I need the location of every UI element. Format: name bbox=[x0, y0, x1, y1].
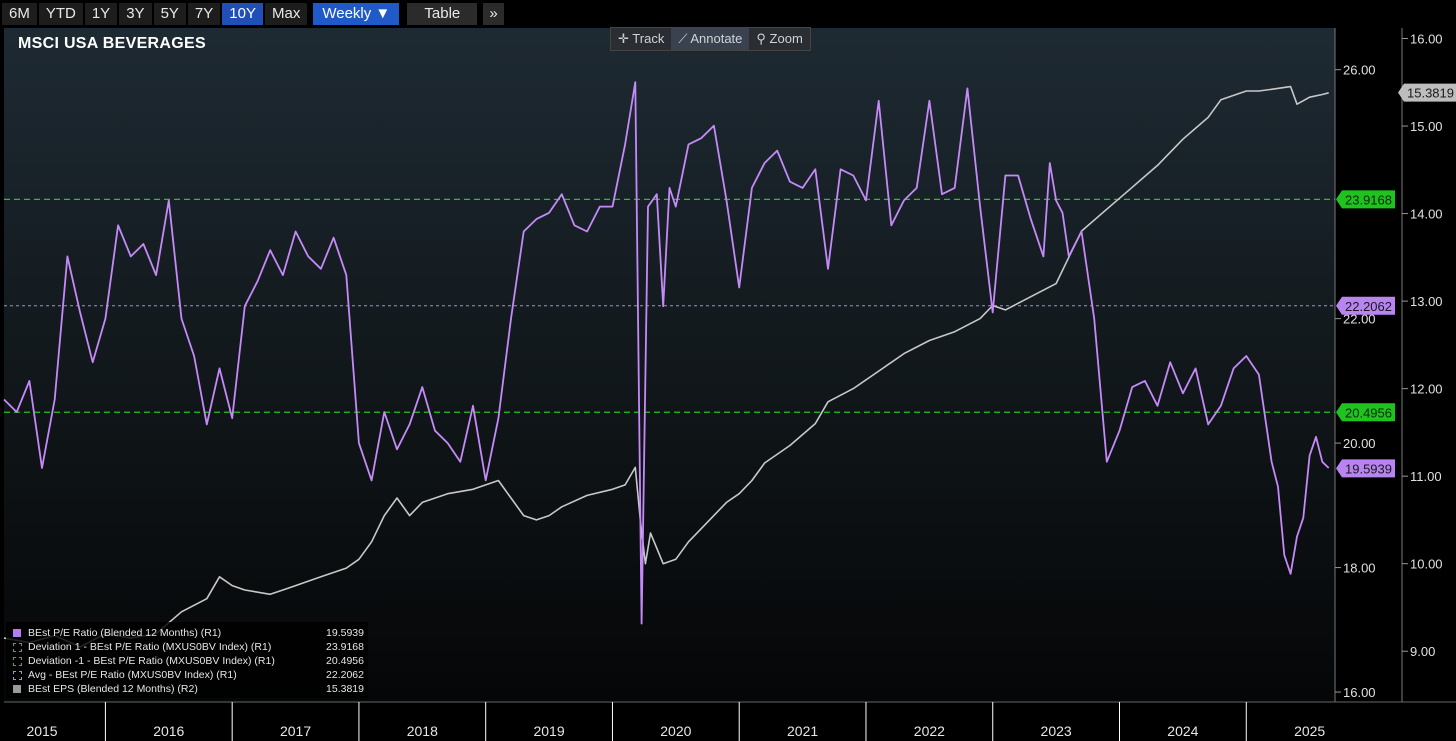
eps-tick-label: 12.00 bbox=[1410, 382, 1443, 397]
x-tick-label: 2016 bbox=[153, 723, 184, 739]
magnifier-icon: ⚲ bbox=[756, 31, 766, 46]
legend-entry-pe[interactable]: BEst P/E Ratio (Blended 12 Months) (R1) … bbox=[6, 626, 368, 640]
toolbar: 6M YTD 1Y 3Y 5Y 7Y 10Y Max Weekly ▼ Tabl… bbox=[0, 0, 1456, 28]
range-5y-button[interactable]: 5Y bbox=[153, 3, 186, 25]
eps-tick-label: 9.00 bbox=[1410, 644, 1435, 659]
deviation-value-tag: 23.9168 bbox=[1345, 192, 1392, 207]
table-button[interactable]: Table bbox=[407, 3, 478, 25]
more-button[interactable]: » bbox=[483, 3, 504, 25]
range-ytd-button[interactable]: YTD bbox=[38, 3, 83, 25]
legend-label: Avg - BEst P/E Ratio (MXUS0BV Index) (R1… bbox=[28, 669, 237, 681]
chart-controls: ✛ Track ⟋ Annotate ⚲ Zoom bbox=[610, 27, 811, 51]
pe-tick-label: 18.00 bbox=[1343, 561, 1376, 576]
frequency-dropdown[interactable]: Weekly ▼ bbox=[313, 3, 400, 25]
range-1y-button[interactable]: 1Y bbox=[84, 3, 118, 25]
series-layer bbox=[3, 81, 1330, 648]
eps-value-tag: 15.3819 bbox=[1407, 86, 1454, 101]
deviation-value-tag: 20.4956 bbox=[1345, 405, 1392, 420]
legend-swatch-eps bbox=[13, 685, 21, 693]
chart-area[interactable]: 26.00 22.00 20.00 18.00 16.00 16.00 15.00 14.0… bbox=[0, 28, 1456, 741]
legend-label: BEst P/E Ratio (Blended 12 Months) (R1) bbox=[28, 627, 222, 639]
x-tick-label: 2023 bbox=[1041, 723, 1072, 739]
range-10y-button[interactable]: 10Y bbox=[222, 3, 263, 25]
eps-tick-label: 13.00 bbox=[1410, 294, 1443, 309]
legend-entry-deviation-minus[interactable]: Deviation -1 - BEst P/E Ratio (MXUS0BV I… bbox=[6, 654, 368, 668]
pencil-icon: ⟋ bbox=[678, 31, 688, 46]
x-tick-label: 2021 bbox=[787, 723, 818, 739]
legend-swatch-deviation-plus bbox=[13, 643, 22, 652]
zoom-button[interactable]: ⚲ Zoom bbox=[749, 28, 809, 50]
track-label: Track bbox=[632, 31, 665, 46]
legend-label: Deviation -1 - BEst P/E Ratio (MXUS0BV I… bbox=[28, 655, 275, 667]
pe-value-tag-shape bbox=[1336, 459, 1395, 478]
range-6m-button[interactable]: 6M bbox=[2, 3, 37, 25]
pe-axis: 26.00 22.00 20.00 18.00 16.00 bbox=[1335, 63, 1376, 700]
deviation-value-tag-shape bbox=[1336, 190, 1395, 209]
x-tick-label: 2019 bbox=[533, 723, 564, 739]
eps-tick-label: 15.00 bbox=[1410, 119, 1443, 134]
deviation-value-tag-shape bbox=[1336, 403, 1395, 422]
legend-entry-avg[interactable]: Avg - BEst P/E Ratio (MXUS0BV Index) (R1… bbox=[6, 668, 368, 682]
x-axis: 2015 2016 2017 2018 2019 2020 2021 2022 2023 2024… bbox=[26, 723, 1325, 739]
year-dividers bbox=[104, 702, 1247, 741]
legend: BEst P/E Ratio (Blended 12 Months) (R1) … bbox=[6, 622, 368, 698]
pe-tick-label: 22.00 bbox=[1343, 312, 1376, 327]
track-button[interactable]: ✛ Track bbox=[611, 28, 671, 50]
legend-value: 22.2062 bbox=[326, 669, 364, 681]
legend-swatch-avg bbox=[13, 671, 22, 680]
avg-value-tag: 22.2062 bbox=[1345, 299, 1392, 314]
plot-background bbox=[4, 28, 1335, 702]
x-tick-label: 2018 bbox=[407, 723, 438, 739]
x-tick-label: 2024 bbox=[1167, 723, 1198, 739]
legend-entry-deviation-plus[interactable]: Deviation 1 - BEst P/E Ratio (MXUS0BV In… bbox=[6, 640, 368, 654]
range-7y-button[interactable]: 7Y bbox=[187, 3, 221, 25]
value-tags: 23.9168 22.2062 20.4956 19.5939 15.3819 bbox=[1336, 83, 1456, 478]
x-tick-label: 2020 bbox=[660, 723, 691, 739]
x-tick-label: 2017 bbox=[280, 723, 311, 739]
legend-value: 20.4956 bbox=[326, 655, 364, 667]
eps-tick-label: 14.00 bbox=[1410, 207, 1443, 222]
x-tick-label: 2025 bbox=[1294, 723, 1325, 739]
pe-tick-label: 16.00 bbox=[1343, 685, 1376, 700]
eps-tick-label: 16.00 bbox=[1410, 32, 1443, 47]
eps-axis: 16.00 15.00 14.00 13.00 12.00 11.00 10.00 9.00 bbox=[1401, 28, 1443, 702]
eps-value-tag-shape bbox=[1398, 83, 1456, 102]
legend-label: Deviation 1 - BEst P/E Ratio (MXUS0BV In… bbox=[28, 641, 272, 653]
legend-label: BEst EPS (Blended 12 Months) (R2) bbox=[28, 683, 198, 695]
legend-swatch-pe bbox=[13, 629, 21, 637]
legend-value: 15.3819 bbox=[326, 683, 364, 695]
crosshair-icon: ✛ bbox=[618, 31, 629, 46]
pe-value-tag: 19.5939 bbox=[1345, 461, 1392, 476]
range-3y-button[interactable]: 3Y bbox=[119, 3, 152, 25]
eps-tick-label: 11.00 bbox=[1410, 469, 1442, 484]
pe-series-line bbox=[3, 81, 1330, 625]
zoom-label: Zoom bbox=[769, 31, 803, 46]
avg-value-tag-shape bbox=[1336, 296, 1395, 315]
pe-tick-label: 26.00 bbox=[1343, 63, 1376, 78]
x-tick-label: 2022 bbox=[914, 723, 945, 739]
chart-title: MSCI USA BEVERAGES bbox=[18, 35, 206, 52]
legend-entry-eps[interactable]: BEst EPS (Blended 12 Months) (R2) 15.381… bbox=[6, 682, 368, 696]
legend-value: 23.9168 bbox=[326, 641, 364, 653]
eps-tick-label: 10.00 bbox=[1410, 557, 1443, 572]
range-max-button[interactable]: Max bbox=[264, 3, 308, 25]
eps-series-line bbox=[3, 85, 1329, 648]
annotate-label: Annotate bbox=[690, 31, 743, 46]
legend-swatch-deviation-minus bbox=[13, 657, 22, 666]
x-tick-label: 2015 bbox=[26, 723, 57, 739]
annotate-button[interactable]: ⟋ Annotate bbox=[671, 28, 750, 50]
pe-tick-label: 20.00 bbox=[1343, 436, 1376, 451]
legend-value: 19.5939 bbox=[326, 627, 364, 639]
